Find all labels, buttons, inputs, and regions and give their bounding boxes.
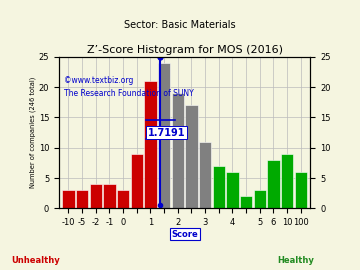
Text: Sector: Basic Materials: Sector: Basic Materials — [124, 20, 236, 30]
Bar — [144, 81, 157, 208]
Bar — [117, 190, 129, 208]
Bar — [199, 142, 211, 208]
Y-axis label: Number of companies (246 total): Number of companies (246 total) — [30, 77, 36, 188]
Bar — [267, 160, 280, 208]
Bar — [90, 184, 102, 208]
Bar — [254, 190, 266, 208]
Text: Unhealthy: Unhealthy — [12, 256, 60, 265]
Text: The Research Foundation of SUNY: The Research Foundation of SUNY — [64, 89, 194, 98]
Title: Z’-Score Histogram for MOS (2016): Z’-Score Histogram for MOS (2016) — [87, 45, 283, 55]
Bar — [103, 184, 116, 208]
Text: ©www.textbiz.org: ©www.textbiz.org — [64, 76, 133, 85]
Bar — [240, 196, 252, 208]
Bar — [213, 166, 225, 208]
Bar — [131, 154, 143, 208]
X-axis label: Score: Score — [171, 230, 198, 239]
Bar — [172, 93, 184, 208]
Bar — [158, 63, 170, 208]
Bar — [295, 172, 307, 208]
Bar — [62, 190, 75, 208]
Bar — [281, 154, 293, 208]
Bar — [76, 190, 88, 208]
Text: Healthy: Healthy — [277, 256, 314, 265]
Bar — [185, 105, 198, 208]
Text: 1.7191: 1.7191 — [148, 128, 185, 138]
Bar — [226, 172, 239, 208]
